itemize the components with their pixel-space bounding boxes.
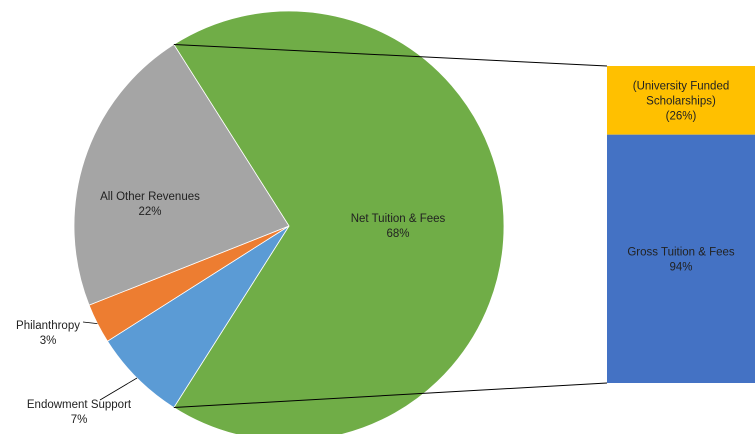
bar-segment-gross-tuition <box>607 134 755 383</box>
connector-line-top <box>173 43 608 67</box>
connector-lines <box>173 43 608 409</box>
data-label-gross-tuition: Gross Tuition & Fees 94% <box>627 246 735 273</box>
leader-line-endowment-support <box>99 377 138 401</box>
data-label-all-other-revenues: All Other Revenues 22% <box>100 191 200 218</box>
data-label-net-tuition-fees: Net Tuition & Fees 68% <box>351 213 446 240</box>
data-label-scholarships: (University Funded Scholarships) (26%) <box>633 80 730 122</box>
bar-segment-scholarships <box>607 66 755 135</box>
data-label-endowment-support: Endowment Support 7% <box>27 399 132 426</box>
breakdown-bar <box>607 66 755 383</box>
pie-slice-net-tuition-fees <box>173 10 505 434</box>
pie-slice-all-other-revenues <box>73 43 290 306</box>
leader-line-philanthropy <box>82 321 98 324</box>
pie-slices <box>73 10 505 434</box>
data-label-philanthropy: Philanthropy 3% <box>16 320 80 347</box>
connector-line-bottom <box>173 382 608 409</box>
data-labels: Net Tuition & Fees 68% All Other Revenues 2… <box>16 80 735 426</box>
